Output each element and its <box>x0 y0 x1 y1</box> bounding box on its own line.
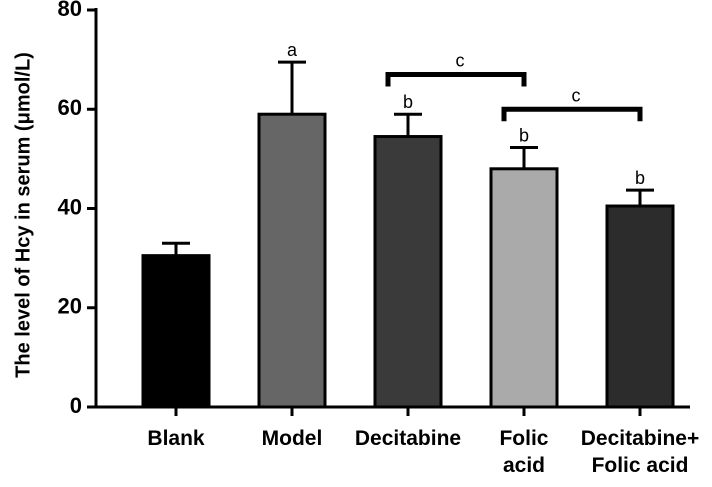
significance-label: b <box>519 125 529 145</box>
bar <box>257 112 327 409</box>
bar <box>141 254 211 409</box>
significance-bracket <box>501 106 643 122</box>
y-axis-title-group: The level of Hcy in serum (μmol/L) <box>12 52 34 378</box>
x-category-label: Decitabine+ <box>581 427 699 450</box>
bracket-label: c <box>456 51 465 71</box>
significance-label: b <box>403 92 413 112</box>
bar <box>489 167 559 409</box>
bars <box>141 112 675 409</box>
y-axis-title: The level of Hcy in serum (μmol/L) <box>12 52 34 378</box>
bar <box>373 135 443 409</box>
x-category-label: acid <box>503 454 545 477</box>
x-category-label: Folic acid <box>592 454 689 477</box>
x-axis-labels: Blank Model Decitabine Folic acid Decitabine+… <box>147 427 699 477</box>
y-tick-label: 0 <box>70 393 82 418</box>
significance-label: b <box>635 168 645 188</box>
y-tick-label: 20 <box>58 294 82 319</box>
y-tick-label: 40 <box>58 194 82 219</box>
y-tick-label: 60 <box>58 95 82 120</box>
significance-bracket <box>385 72 527 87</box>
x-category-label: Decitabine <box>355 427 461 450</box>
error-bars <box>162 60 654 256</box>
bracket-label: c <box>572 85 581 105</box>
bar <box>605 204 675 409</box>
x-category-label: Folic <box>499 427 548 450</box>
x-category-label: Blank <box>147 427 205 450</box>
y-tick-label: 80 <box>58 0 82 21</box>
significance-annotations: a b b b c c <box>287 40 645 188</box>
x-category-label: Model <box>262 427 323 450</box>
significance-label: a <box>287 40 298 60</box>
